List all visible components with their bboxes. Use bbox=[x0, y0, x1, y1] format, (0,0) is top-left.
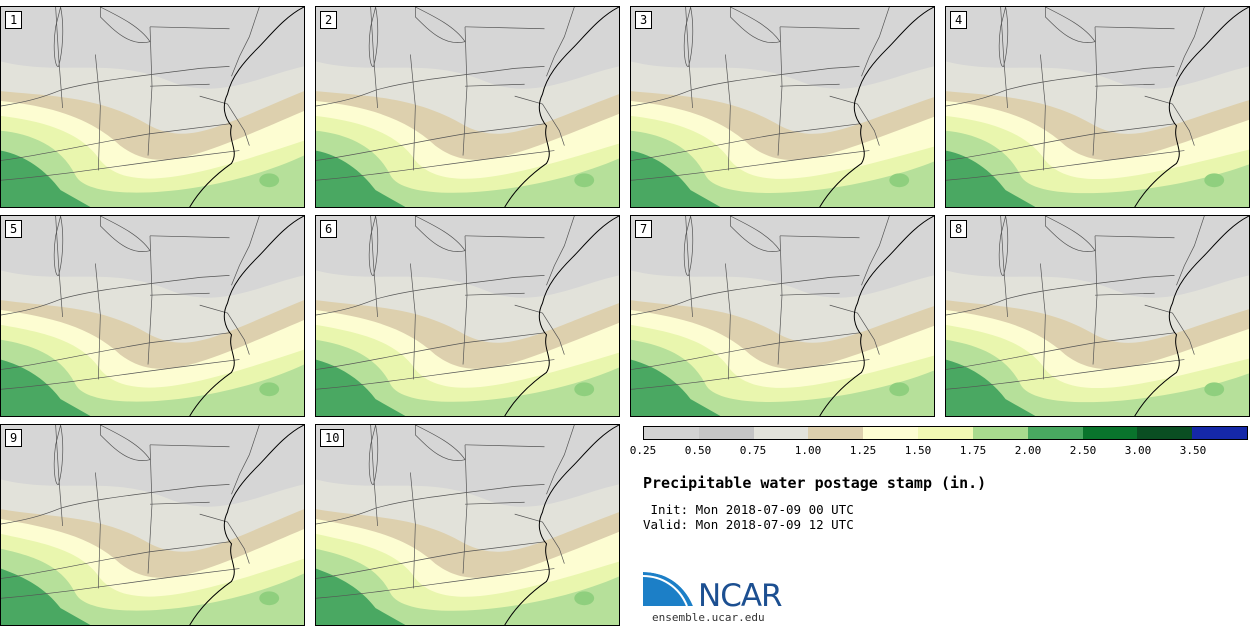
colorbar-tick: 2.50 bbox=[1069, 444, 1097, 457]
colorbar-swatch bbox=[753, 427, 809, 439]
colorbar-swatch bbox=[1137, 427, 1193, 439]
colorbar-tick-labels: 0.25 0.50 0.75 1.00 1.25 1.50 1.75 2.00 2.50 3.00… bbox=[630, 444, 1248, 460]
member-number: 3 bbox=[635, 11, 653, 29]
member-panel: 2 bbox=[315, 6, 620, 208]
colorbar-swatch bbox=[918, 427, 973, 439]
ncar-swoosh-icon bbox=[642, 568, 697, 607]
member-panel: 3 bbox=[630, 6, 935, 208]
colorbar-swatch bbox=[1192, 427, 1247, 439]
member-number: 2 bbox=[320, 11, 338, 29]
site-url: ensemble.ucar.edu bbox=[652, 611, 765, 624]
colorbar-tick: 1.00 bbox=[794, 444, 822, 457]
colorbar-swatch bbox=[698, 427, 754, 439]
colorbar-tick: 0.75 bbox=[739, 444, 767, 457]
colorbar-tick: 3.00 bbox=[1124, 444, 1152, 457]
member-panel: 7 bbox=[630, 215, 935, 417]
member-panel: 1 bbox=[0, 6, 305, 208]
colorbar-tick: 3.50 bbox=[1179, 444, 1207, 457]
member-number: 6 bbox=[320, 220, 338, 238]
figure-title: Precipitable water postage stamp (in.) bbox=[643, 474, 987, 492]
ncar-wordmark: NCAR bbox=[698, 578, 783, 614]
member-panel: 4 bbox=[945, 6, 1250, 208]
colorbar-tick: 0.25 bbox=[629, 444, 657, 457]
colorbar-swatch bbox=[1082, 427, 1138, 439]
member-number: 5 bbox=[5, 220, 23, 238]
colorbar-tick: 1.75 bbox=[959, 444, 987, 457]
precipitable-water-map bbox=[631, 7, 934, 207]
colorbar-swatch bbox=[863, 427, 919, 439]
member-number: 8 bbox=[950, 220, 968, 238]
precipitable-water-map bbox=[1, 7, 304, 207]
ncar-logo bbox=[642, 568, 803, 626]
colorbar bbox=[643, 426, 1248, 440]
member-panel: 10 bbox=[315, 424, 620, 626]
member-number: 7 bbox=[635, 220, 653, 238]
member-panel: 8 bbox=[945, 215, 1250, 417]
member-number: 9 bbox=[5, 429, 23, 447]
precipitable-water-map bbox=[946, 216, 1249, 416]
colorbar-tick: 2.00 bbox=[1014, 444, 1042, 457]
member-panel: 5 bbox=[0, 215, 305, 417]
precipitable-water-map bbox=[316, 216, 619, 416]
member-number: 4 bbox=[950, 11, 968, 29]
init-time: Init: Mon 2018-07-09 00 UTC bbox=[643, 502, 854, 517]
precipitable-water-map bbox=[1, 216, 304, 416]
colorbar-tick: 1.25 bbox=[849, 444, 877, 457]
precipitable-water-map bbox=[631, 216, 934, 416]
member-panel: 9 bbox=[0, 424, 305, 626]
member-number: 10 bbox=[320, 429, 345, 447]
precipitable-water-map bbox=[1, 425, 304, 625]
colorbar-swatch bbox=[972, 427, 1028, 439]
precipitable-water-map bbox=[946, 7, 1249, 207]
member-panel: 6 bbox=[315, 215, 620, 417]
colorbar-swatch bbox=[808, 427, 864, 439]
member-number: 1 bbox=[5, 11, 23, 29]
precipitable-water-map bbox=[316, 7, 619, 207]
valid-time: Valid: Mon 2018-07-09 12 UTC bbox=[643, 517, 854, 532]
colorbar-swatch bbox=[644, 427, 699, 439]
colorbar-tick: 0.50 bbox=[684, 444, 712, 457]
colorbar-swatch bbox=[1027, 427, 1083, 439]
precipitable-water-map bbox=[316, 425, 619, 625]
colorbar-tick: 1.50 bbox=[904, 444, 932, 457]
